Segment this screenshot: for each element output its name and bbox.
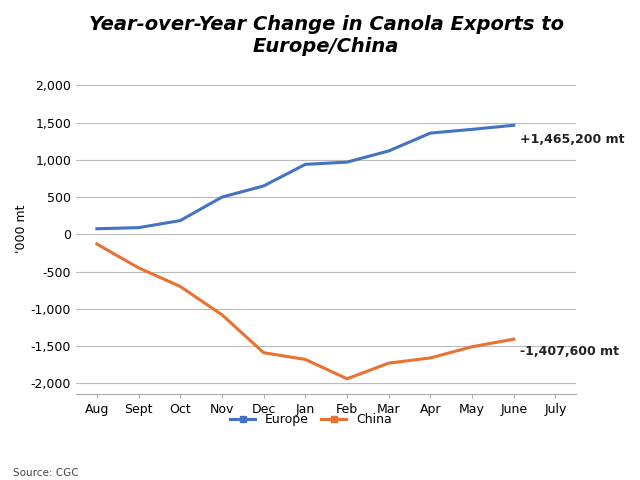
China	[301, 357, 309, 362]
Europe	[93, 226, 100, 232]
China	[93, 241, 100, 247]
China	[260, 350, 268, 356]
Line: China: China	[97, 244, 514, 379]
Europe	[134, 225, 142, 230]
Text: Source: CGC: Source: CGC	[13, 468, 79, 478]
Europe	[343, 159, 351, 165]
Y-axis label: '000 mt: '000 mt	[15, 204, 28, 253]
Text: +1,465,200 mt: +1,465,200 mt	[520, 132, 625, 146]
Line: Europe: Europe	[97, 125, 514, 229]
Europe	[510, 122, 518, 128]
Europe	[385, 148, 392, 154]
China	[218, 312, 226, 318]
Title: Year-over-Year Change in Canola Exports to
Europe/China: Year-over-Year Change in Canola Exports …	[89, 15, 564, 56]
Europe	[260, 183, 268, 189]
Europe	[177, 218, 184, 224]
China	[468, 344, 476, 349]
Europe	[426, 130, 434, 136]
Europe	[301, 161, 309, 167]
China	[343, 376, 351, 382]
Legend: Europe, China: Europe, China	[225, 408, 397, 431]
China	[177, 284, 184, 289]
China	[134, 265, 142, 271]
China	[510, 336, 518, 342]
China	[426, 355, 434, 361]
Text: -1,407,600 mt: -1,407,600 mt	[520, 345, 619, 358]
Europe	[468, 127, 476, 132]
Europe	[218, 194, 226, 200]
China	[385, 360, 392, 366]
